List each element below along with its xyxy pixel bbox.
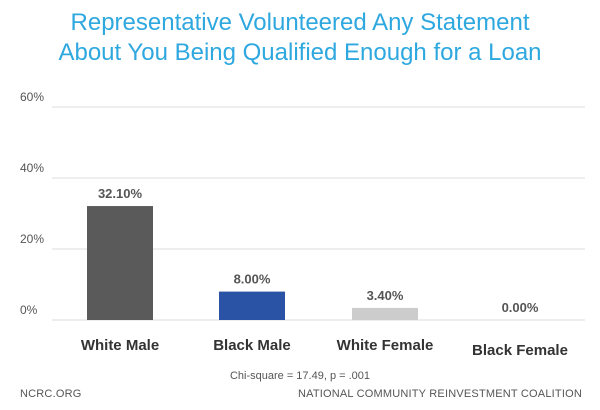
x-tick-label: Black Female: [472, 342, 568, 359]
bar: [87, 206, 153, 320]
chi-square-note: Chi-square = 17.49, p = .001: [229, 370, 371, 382]
data-label: 8.00%: [234, 272, 271, 287]
bar: [219, 291, 285, 320]
y-tick-label: 40%: [20, 161, 44, 175]
y-tick-label: 60%: [20, 90, 44, 104]
y-tick-label: 0%: [20, 303, 38, 317]
footer-organization: NATIONAL COMMUNITY REINVESTMENT COALITIO…: [297, 388, 582, 400]
chart-title: Representative Volunteered Any Statement…: [0, 8, 600, 68]
data-label: 32.10%: [98, 186, 143, 201]
data-label: 0.00%: [502, 300, 539, 315]
footer-source: NCRC.ORG: [20, 388, 82, 400]
x-tick-label: White Female: [337, 337, 434, 354]
chart-title-line-2: About You Being Qualified Enough for a L…: [58, 39, 542, 66]
x-tick-label: White Male: [81, 337, 159, 354]
data-label: 3.40%: [367, 288, 404, 303]
x-tick-label: Black Male: [213, 337, 291, 354]
y-tick-label: 20%: [20, 232, 44, 246]
bar: [352, 307, 418, 320]
chart-title-line-1: Representative Volunteered Any Statement: [70, 9, 530, 36]
